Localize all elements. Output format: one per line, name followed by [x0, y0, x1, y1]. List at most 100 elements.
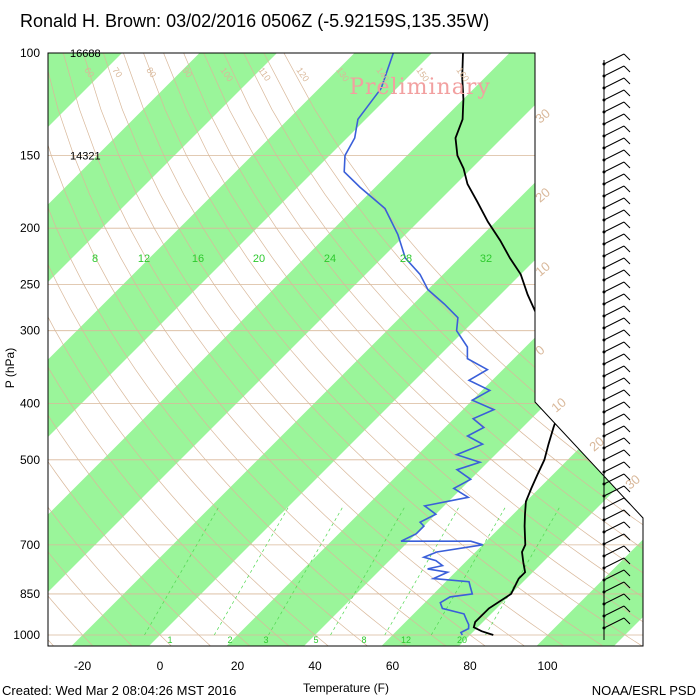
wind-barb-flag: [623, 221, 631, 229]
mixing-ratio-line: [485, 505, 561, 636]
wind-barb-dot: [602, 218, 606, 222]
dry-adiabat: [48, 53, 448, 646]
wind-barb: [603, 605, 625, 617]
wind-barb: [603, 185, 625, 197]
y-tick-label: 700: [20, 538, 40, 552]
dry-adiabat: [203, 53, 643, 646]
wind-barb-flag: [623, 377, 631, 385]
wind-barb-dot: [602, 458, 606, 462]
wind-barb-dot: [602, 506, 606, 510]
wind-barb: [603, 413, 625, 425]
wind-barb: [603, 317, 625, 329]
wind-barb-flag: [623, 341, 631, 349]
wind-barb: [603, 557, 625, 569]
wind-barb-flag: [623, 557, 631, 565]
wind-barb-dot: [602, 242, 606, 246]
wind-barb-flag: [623, 89, 631, 97]
y-tick-label: 250: [20, 278, 40, 292]
adiabat-label: 70: [110, 65, 124, 79]
y-tick-label: 300: [20, 324, 40, 338]
isotherm-band: [48, 53, 277, 646]
wind-barb-flag: [623, 305, 631, 313]
dry-adiabat: [62, 53, 527, 646]
wind-barb-flag: [623, 101, 631, 109]
wind-barb: [603, 257, 625, 269]
wind-barb-flag: [623, 521, 631, 529]
wind-barb: [603, 401, 625, 413]
wind-barb: [603, 53, 625, 65]
mixing-ratio-upper-label: 32: [480, 253, 492, 265]
y-tick-label: 1000: [13, 628, 40, 642]
wind-barb-flag: [623, 293, 631, 301]
wind-barb-flag: [623, 185, 631, 193]
wind-barb-flag: [623, 257, 631, 265]
wind-barb-flag: [623, 77, 631, 85]
adiabat-label: 120: [294, 65, 311, 83]
mixing-ratio-label: 5: [313, 635, 318, 645]
wind-barb-flag: [623, 581, 631, 589]
wind-barb-flag: [623, 365, 631, 373]
wind-barb-flag: [623, 425, 631, 433]
mixing-ratio-line: [330, 505, 406, 636]
wind-barb: [603, 305, 625, 317]
wind-barb: [603, 209, 625, 221]
wind-barb-dot: [602, 590, 606, 594]
wind-barb: [603, 473, 625, 485]
isotherm-label: 30: [622, 472, 643, 493]
wind-barb: [603, 617, 625, 629]
wind-barb: [603, 569, 625, 581]
wind-barb: [603, 77, 625, 89]
wind-barb: [603, 389, 625, 401]
dry-adiabat: [223, 53, 643, 646]
isotherm-band: [690, 53, 700, 647]
wind-barb-dot: [602, 86, 606, 90]
wind-barb: [603, 161, 625, 173]
mixing-ratio-label: 3: [263, 635, 268, 645]
y-tick-label: 400: [20, 396, 40, 410]
wind-barb-dot: [602, 326, 606, 330]
mixing-ratio-upper-label: 28: [400, 253, 412, 265]
dry-adiabat: [48, 53, 95, 646]
x-tick-label: 0: [157, 659, 164, 673]
wind-barb-flag: [623, 389, 631, 397]
mixing-ratio-line: [144, 505, 220, 636]
wind-barb: [603, 113, 625, 125]
wind-barb-flag: [623, 509, 631, 517]
wind-barb-dot: [602, 434, 606, 438]
wind-barb-dot: [602, 278, 606, 282]
wind-barb: [603, 149, 625, 161]
wind-barb-flag: [623, 461, 631, 469]
wind-barb-flag: [623, 485, 631, 493]
wind-barb-flag: [623, 173, 631, 181]
wind-barb-flag: [623, 149, 631, 157]
adiabat-label: 90: [180, 65, 194, 79]
dry-adiabat: [48, 53, 291, 646]
wind-barb: [603, 509, 625, 521]
wind-barb-dot: [602, 302, 606, 306]
wind-barb: [603, 101, 625, 113]
dewpoint-line: [343, 53, 496, 636]
dry-adiabat: [283, 53, 643, 646]
height-label: 16688: [70, 48, 101, 60]
wind-barb-flag: [623, 245, 631, 253]
wind-barb-flag: [623, 53, 631, 61]
wind-barb: [603, 137, 625, 149]
wind-barb-flag: [623, 593, 631, 601]
mixing-ratio-upper-label: 12: [138, 253, 150, 265]
wind-barb-dot: [602, 146, 606, 150]
dry-adiabat: [48, 53, 134, 646]
mixing-ratio-line: [430, 505, 507, 636]
wind-barb: [603, 173, 625, 185]
wind-barb-dot: [602, 578, 606, 582]
wind-barb-dot: [602, 554, 606, 558]
wind-barb-flag: [623, 569, 631, 577]
wind-barb-dot: [602, 614, 606, 618]
wind-barb: [603, 353, 625, 365]
wind-barb: [603, 269, 625, 281]
isotherm-label: 10: [548, 395, 569, 416]
wind-barb-flag: [623, 437, 631, 445]
y-tick-label: 200: [20, 221, 40, 235]
x-tick-label: 20: [231, 659, 245, 673]
watermark-text: Preliminary: [349, 75, 491, 100]
